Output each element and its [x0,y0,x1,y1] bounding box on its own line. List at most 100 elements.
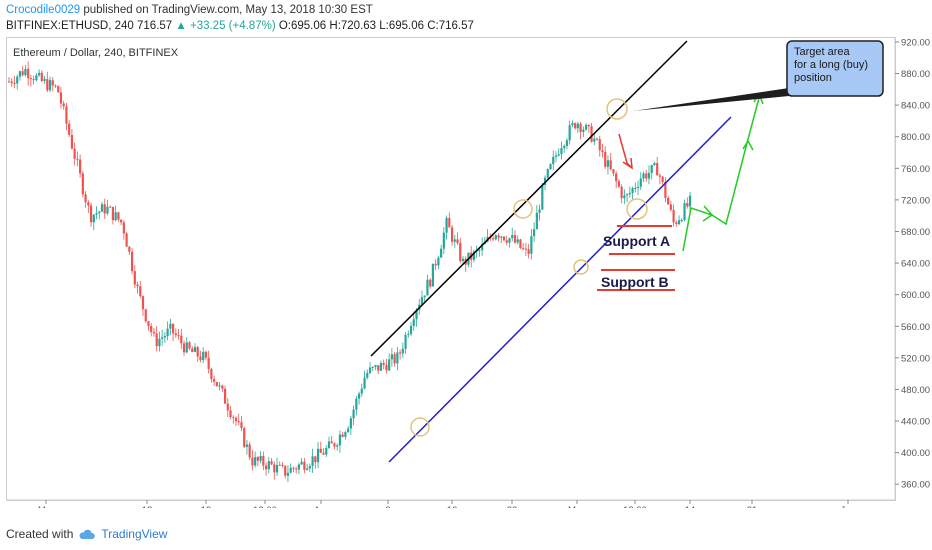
candle-up [533,229,536,237]
candle-down [251,457,254,466]
candle-down [229,410,232,418]
candle-down [125,233,128,247]
candle-down [330,441,333,444]
candle-up [546,169,549,178]
candle-down [120,219,123,223]
candle-up [316,448,320,463]
candle-down [29,78,32,80]
candle-up [407,333,410,335]
candle-up [437,257,440,266]
candle-down [497,235,500,238]
candle-down [341,434,344,437]
candle-up [554,155,558,157]
y-tick-label: 440.00 [901,417,930,428]
candle-down [658,175,662,177]
candle-down [284,465,287,476]
candle-down [398,352,402,354]
symbol-label: BITFINEX:ETHUSD, 240 [6,20,134,32]
candle-down [513,235,517,243]
candle-down [450,227,454,242]
candle-up [366,372,369,378]
candle-down [133,271,136,285]
price-chart[interactable]: Ethereum / Dollar, 240, BITFINEX 360.00 4… [7,38,932,508]
y-tick-label: 480.00 [901,385,930,396]
candle-down [667,197,670,205]
candle-up [325,448,328,455]
candle-up [357,393,361,399]
candle-down [117,212,120,220]
candle-up [560,148,563,155]
chart-frame[interactable]: Ethereum / Dollar, 240, BITFINEX 360.00 4… [6,37,930,508]
candle-up [478,250,481,252]
tradingview-brand-link[interactable]: TradingView [101,527,168,541]
candle-up [254,457,257,466]
candle-up [680,219,683,221]
candle-down [130,251,134,272]
candle-down [590,126,593,142]
candle-down [10,81,13,84]
candle-up [409,325,413,334]
candle-up [628,192,631,195]
candle-up [396,352,399,364]
upper-channel-line [370,40,688,357]
candle-down [174,333,177,336]
y-tick-label: 920.00 [901,38,930,48]
candle-up [552,156,555,165]
candle-down [264,465,268,470]
candle-up [16,76,19,84]
candle-up [401,348,404,354]
candle-up [642,173,645,179]
candle-down [505,240,508,243]
candle-up [440,248,443,258]
candle-up [541,184,544,210]
candle-up [169,323,172,329]
candle-up [166,328,169,336]
candle-up [275,465,279,473]
candle-up [538,209,541,213]
y-tick-label: 800.00 [901,132,930,143]
candle-up [336,445,339,447]
candle-up [114,212,117,221]
candle-up [415,309,418,320]
candle-down [595,138,599,140]
x-axis-ticks: Mar 12 19 12:00 Apr 9 16 23 May 12:00 14 21 Jun [38,500,856,508]
candle-down [295,468,298,470]
candle-up [576,123,579,129]
candle-down [661,176,664,182]
candle-up [106,206,109,214]
x-tick-label: Mar [38,505,54,508]
candle-up [289,467,292,473]
candle-down [207,357,210,369]
candle-up [653,163,656,166]
candle-down [385,364,388,371]
candle-down [243,428,246,447]
candle-up [48,80,52,91]
candle-down [617,181,620,187]
touch-circle [513,199,533,219]
candle-up [461,258,465,262]
candle-down [68,123,71,135]
candle-up [647,172,651,179]
projection-path [682,97,760,252]
close-value: C:716.57 [427,20,474,32]
author-link[interactable]: Crocodile0029 [6,4,81,16]
candle-down [122,222,125,234]
candle-down [177,335,180,337]
candle-down [171,323,175,334]
y-axis-ticks: 360.00 400.00 440.00 480.00 520.00 560.00 600.… [895,38,930,491]
candle-down [204,351,208,358]
chart-title: Ethereum / Dollar, 240, BITFINEX [13,47,179,59]
candle-up [530,236,533,254]
x-tick-label: 19 [201,505,212,508]
candle-up [412,319,415,326]
candle-up [571,123,574,126]
candle-down [13,83,16,85]
candle-down [669,204,672,210]
candle-down [234,417,238,422]
candle-down [303,461,306,470]
x-tick-label: Apr [314,505,329,508]
candle-up [24,68,27,76]
x-tick-label: Jun [840,505,855,508]
candle-up [565,140,569,146]
candle-up [623,195,626,199]
